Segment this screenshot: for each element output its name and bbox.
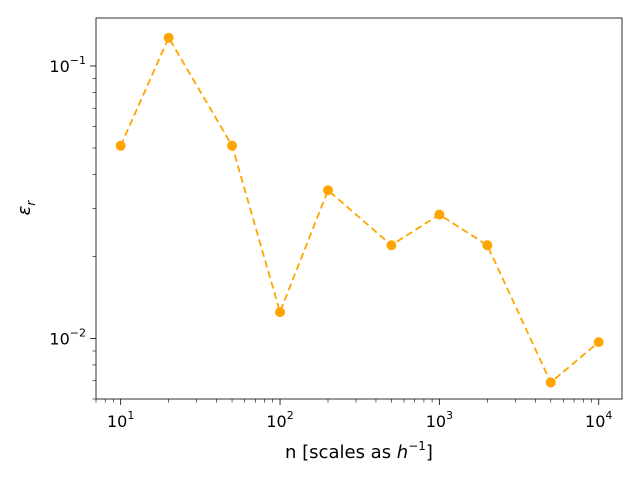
x-tick-label-base: 10	[266, 412, 286, 431]
y-tick-label-1: 10−1	[49, 54, 86, 76]
y-axis-label-var: ε	[14, 205, 35, 215]
data-point	[322, 185, 333, 196]
x-axis-label-suffix: ]	[426, 442, 433, 463]
data-point	[482, 240, 493, 251]
x-tick-label-base: 10	[426, 412, 446, 431]
y-tick-label-exp: −2	[70, 327, 86, 340]
y-tick-label-exp: −1	[70, 54, 86, 67]
y-tick-label-base: 10	[49, 330, 69, 349]
x-axis-label-var: h	[397, 442, 408, 463]
x-tick-label-3: 104	[585, 409, 612, 431]
minor-ticks	[92, 78, 592, 403]
y-tick-label-base: 10	[49, 57, 69, 76]
data-point	[163, 32, 174, 43]
data-point	[434, 209, 445, 220]
x-tick-label-exp: 4	[605, 409, 612, 422]
x-axis-label-prefix: n [scales as	[285, 442, 397, 463]
plot-area	[96, 18, 622, 399]
series-line-0	[119, 35, 600, 384]
data-point	[386, 240, 397, 251]
x-tick-label-base: 10	[585, 412, 605, 431]
x-axis-label: n [scales as h−1]	[285, 439, 433, 463]
data-point	[275, 307, 286, 318]
series-layer	[115, 32, 604, 388]
y-tick-label-0: 10−2	[49, 327, 86, 349]
y-axis-label: εr	[14, 200, 38, 216]
y-axis: 10−210−1	[49, 54, 96, 349]
x-tick-label-0: 101	[107, 409, 134, 431]
x-tick-label-exp: 3	[446, 409, 453, 422]
x-axis: 101 102 103 104	[107, 399, 612, 431]
data-point	[115, 140, 126, 151]
x-tick-label-exp: 1	[127, 409, 134, 422]
data-point	[227, 140, 238, 151]
x-tick-label-1: 102	[266, 409, 293, 431]
y-axis-label-sub: r	[24, 200, 38, 206]
x-tick-label-base: 10	[107, 412, 127, 431]
x-axis-label-exp: −1	[408, 439, 426, 453]
x-tick-label-exp: 2	[287, 409, 294, 422]
axes-frame	[95, 17, 623, 400]
data-point	[545, 377, 556, 388]
data-point	[593, 337, 604, 348]
x-tick-label-2: 103	[426, 409, 453, 431]
